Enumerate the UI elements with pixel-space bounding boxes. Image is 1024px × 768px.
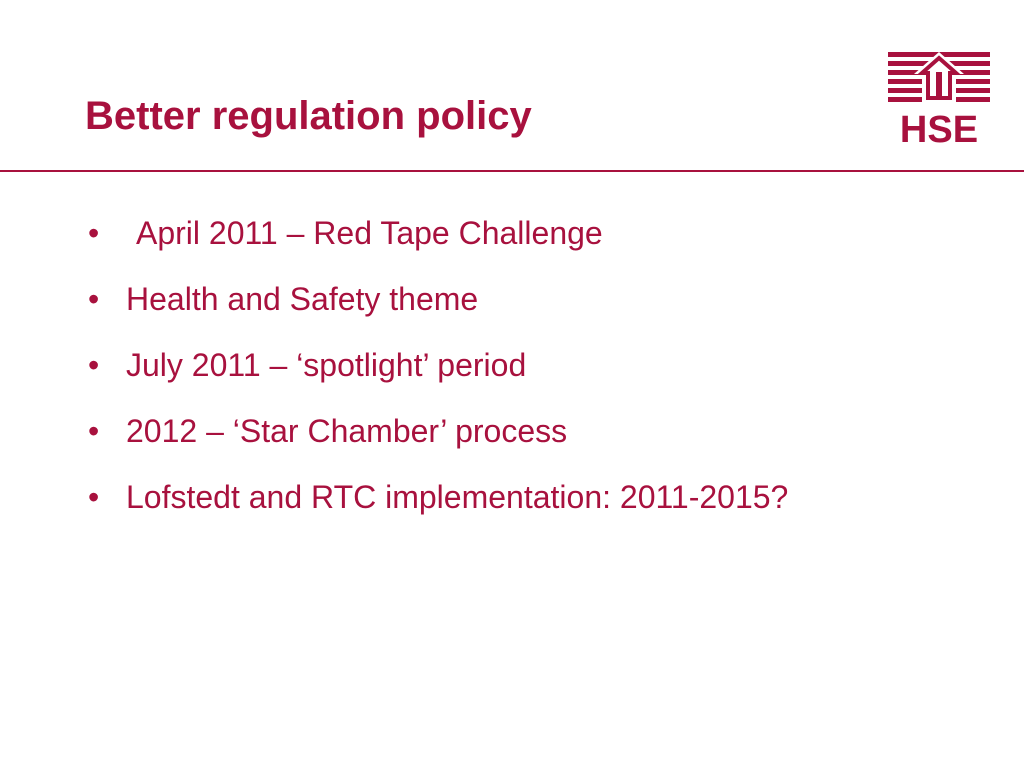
bullet-text: April 2011 – Red Tape Challenge — [136, 215, 603, 251]
bullet-item: • Health and Safety theme — [88, 280, 908, 318]
hse-logo: HSE — [888, 52, 990, 148]
hse-logo-text: HSE — [900, 109, 978, 148]
title-divider — [0, 170, 1024, 172]
bullet-text: Health and Safety theme — [126, 281, 479, 317]
bullet-item: • July 2011 – ‘spotlight’ period — [88, 346, 908, 384]
bullet-text: Lofstedt and RTC implementation: 2011-20… — [126, 479, 789, 515]
bullet-marker: • — [88, 413, 100, 449]
bullet-item: • 2012 – ‘Star Chamber’ process — [88, 412, 908, 450]
bullet-item: • April 2011 – Red Tape Challenge — [88, 214, 908, 252]
bullet-marker: • — [88, 281, 100, 317]
bullet-marker: • — [88, 479, 100, 515]
bullet-text: 2012 – ‘Star Chamber’ process — [126, 413, 568, 449]
bullet-list: • April 2011 – Red Tape Challenge • Heal… — [88, 214, 908, 544]
bullet-marker: • — [88, 215, 100, 251]
bullet-item: • Lofstedt and RTC implementation: 2011-… — [88, 478, 908, 516]
slide-title: Better regulation policy — [85, 94, 532, 138]
bullet-marker: • — [88, 347, 100, 383]
bullet-text: July 2011 – ‘spotlight’ period — [126, 347, 527, 383]
